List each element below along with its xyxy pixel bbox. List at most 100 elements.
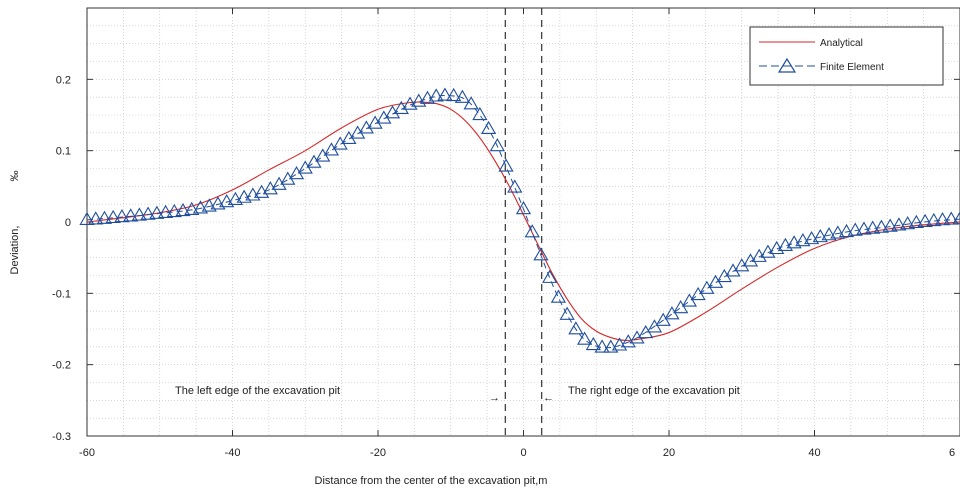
finite-element-point <box>524 224 540 238</box>
finite-element-point <box>489 137 505 152</box>
x-tick-label: -20 <box>370 447 386 459</box>
finite-element-point <box>88 211 104 225</box>
finite-element-point <box>114 209 130 223</box>
y-tick-label: 0.1 <box>56 146 71 158</box>
y-axis-unit: ‰ <box>9 171 21 182</box>
finite-element-point <box>646 319 663 333</box>
finite-element-point <box>367 115 383 129</box>
finite-element-point <box>437 87 453 101</box>
finite-element-point <box>673 299 689 314</box>
finite-element-point <box>795 233 811 247</box>
finite-element-point <box>123 208 139 222</box>
finite-element-point <box>786 235 802 249</box>
y-tick-label: -0.1 <box>52 288 71 300</box>
finite-element-point <box>655 312 671 326</box>
finite-element-point <box>943 211 959 225</box>
finite-element-point <box>149 205 165 219</box>
finite-element-point <box>498 158 514 172</box>
finite-element-point <box>926 212 942 227</box>
finite-element-point <box>175 202 191 217</box>
finite-element-point <box>577 331 593 345</box>
finite-element-point <box>891 217 907 231</box>
x-tick-label: 20 <box>663 447 675 459</box>
finite-element-point <box>847 222 863 236</box>
finite-element-point <box>463 96 479 110</box>
finite-element-point <box>79 211 95 225</box>
finite-element-point <box>201 198 217 212</box>
finite-element-line <box>86 95 960 349</box>
finite-element-point <box>358 120 374 134</box>
finite-element-point <box>952 211 960 225</box>
left-edge-arrow: → <box>489 392 500 404</box>
y-tick-label: -0.3 <box>52 431 71 443</box>
finite-element-point <box>873 219 890 233</box>
series <box>79 87 960 353</box>
finite-element-point <box>865 220 881 234</box>
legend-analytical-label: Analytical <box>820 38 863 49</box>
finite-element-point <box>882 218 898 232</box>
finite-element-point <box>376 110 392 124</box>
x-tick-label: 40 <box>808 447 820 459</box>
finite-element-point <box>821 227 837 241</box>
y-axis-label: Deviation, <box>9 226 21 275</box>
finite-element-point <box>96 210 113 224</box>
finite-element-point <box>725 263 741 277</box>
finite-element-point <box>594 339 610 353</box>
finite-element-point <box>350 125 366 139</box>
finite-element-point <box>271 176 287 190</box>
right-edge-annotation: The right edge of the excavation pit <box>568 385 740 397</box>
finite-element-point <box>166 203 182 218</box>
finite-element-point <box>603 339 619 353</box>
finite-element-point <box>131 207 147 221</box>
finite-element-point <box>507 179 523 193</box>
x-tick-label: 0 <box>520 447 526 459</box>
finite-element-point <box>900 215 916 230</box>
finite-element-point <box>812 228 828 243</box>
finite-element-point <box>568 321 584 335</box>
finite-element-point <box>803 230 820 245</box>
finite-element-point <box>585 336 601 351</box>
x-axis-label: Distance from the center of the excavati… <box>315 475 548 487</box>
finite-element-point <box>236 189 252 203</box>
legend-box <box>749 26 944 86</box>
legend: Analytical Finite Element <box>749 26 944 86</box>
finite-element-point <box>419 90 436 104</box>
x-tick-label: 6 <box>949 447 955 459</box>
finite-element-point <box>454 89 470 103</box>
y-tick-label: 0 <box>65 217 71 229</box>
finite-element-point <box>428 88 444 102</box>
left-edge-annotation: The left edge of the excavation pit <box>175 385 340 397</box>
finite-element-point <box>681 293 697 307</box>
finite-element-point <box>533 247 549 261</box>
finite-element-point <box>157 204 174 218</box>
finite-element-point <box>542 269 558 283</box>
finite-element-point <box>838 223 855 238</box>
finite-element-point <box>856 221 872 235</box>
finite-element-point <box>472 106 488 121</box>
x-tick-label: -60 <box>79 447 95 459</box>
finite-element-point <box>105 209 121 224</box>
finite-element-point <box>227 191 244 205</box>
x-tick-label: -40 <box>225 447 241 459</box>
finite-element-point <box>515 201 532 215</box>
y-tick-label: -0.2 <box>52 360 71 372</box>
finite-element-point <box>550 289 567 303</box>
finite-element-point <box>480 120 497 135</box>
finite-element-point <box>219 194 235 208</box>
legend-finite-element-label: Finite Element <box>820 62 884 73</box>
axis-ticks: -60 -40 -20 0 20 40 6 -0.3 -0.2 -0.1 0 0.1 0.2 <box>52 8 960 459</box>
right-edge-arrow: ← <box>543 392 554 404</box>
finite-element-point <box>830 225 846 239</box>
finite-element-point <box>908 214 924 228</box>
finite-element-point <box>184 201 200 215</box>
finite-element-point <box>917 213 933 227</box>
finite-element-point <box>934 212 951 226</box>
legend-triangle-marker <box>777 57 797 73</box>
finite-element-point <box>140 206 156 220</box>
finite-element-point <box>446 87 462 102</box>
finite-element-point <box>210 196 226 210</box>
finite-element-point <box>734 258 750 272</box>
finite-element-point <box>760 244 776 258</box>
y-tick-label: 0.2 <box>56 74 71 86</box>
